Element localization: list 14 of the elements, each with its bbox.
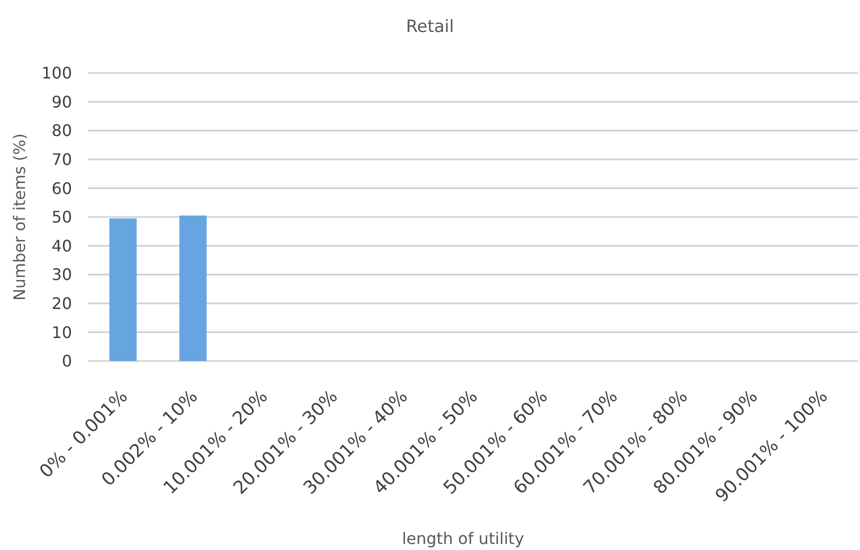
- y-tick-label: 60: [52, 178, 72, 198]
- y-tick-label: 50: [52, 208, 72, 227]
- y-tick-label: 40: [52, 236, 72, 256]
- y-tick-label: 30: [52, 265, 72, 284]
- y-tick-label: 70: [52, 150, 72, 169]
- y-tick-label: 90: [52, 92, 72, 112]
- y-tick-label: 10: [52, 322, 72, 342]
- y-tick-label: 20: [52, 294, 72, 313]
- y-axis-title: Number of items (%): [10, 133, 29, 301]
- y-tick-label: 0: [62, 352, 72, 371]
- y-tick-label: 80: [52, 121, 72, 140]
- x-axis-title: length of utility: [402, 529, 524, 548]
- y-tick-label: 100: [41, 64, 72, 83]
- chart-title: Retail: [406, 17, 454, 37]
